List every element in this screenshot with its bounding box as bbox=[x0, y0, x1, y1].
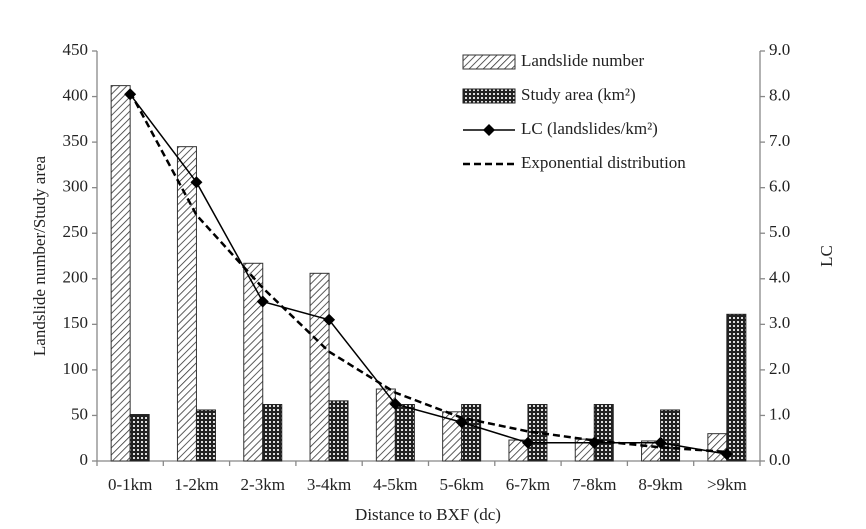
x-tick-label: 1-2km bbox=[174, 475, 218, 494]
y2-tick-label: 7.0 bbox=[769, 131, 790, 150]
bar bbox=[394, 404, 415, 462]
x-tick-label: 6-7km bbox=[506, 475, 550, 494]
legend-label: Study area (km²) bbox=[521, 85, 636, 104]
x-tick-label: 4-5km bbox=[373, 475, 417, 494]
y-tick-label: 450 bbox=[63, 40, 89, 59]
x-axis-label: Distance to BXF (dc) bbox=[355, 505, 501, 524]
y2-tick-label: 0.0 bbox=[769, 450, 790, 469]
y-tick-label: 350 bbox=[63, 131, 89, 150]
x-tick-label: 2-3km bbox=[241, 475, 285, 494]
x-tick-label: 7-8km bbox=[572, 475, 616, 494]
y-tick-label: 250 bbox=[63, 222, 89, 241]
marker bbox=[389, 398, 402, 411]
legend-swatch bbox=[462, 54, 516, 70]
bar bbox=[262, 404, 283, 462]
marker bbox=[190, 176, 203, 189]
marker bbox=[256, 295, 269, 308]
y2-tick-label: 3.0 bbox=[769, 313, 790, 332]
bar bbox=[110, 85, 131, 462]
bar bbox=[309, 272, 330, 462]
bar bbox=[328, 400, 349, 462]
bar bbox=[461, 404, 482, 462]
marker bbox=[521, 436, 534, 449]
bar bbox=[243, 262, 264, 462]
y-tick-label: 50 bbox=[71, 404, 88, 423]
bar bbox=[129, 414, 150, 462]
y2-tick-label: 4.0 bbox=[769, 268, 790, 287]
legend-swatch bbox=[462, 88, 516, 104]
bar bbox=[660, 409, 681, 462]
bar bbox=[726, 313, 747, 462]
legend-label: Landslide number bbox=[521, 51, 645, 70]
dashed-line bbox=[129, 91, 727, 454]
y2-tick-label: 1.0 bbox=[769, 404, 790, 423]
x-tick-label: >9km bbox=[707, 475, 747, 494]
marker bbox=[455, 416, 468, 429]
y-tick-label: 0 bbox=[80, 450, 89, 469]
y-tick-label: 400 bbox=[63, 85, 89, 104]
x-tick-label: 0-1km bbox=[108, 475, 152, 494]
y-tick-label: 200 bbox=[63, 268, 89, 287]
marker bbox=[323, 313, 336, 326]
bar bbox=[176, 146, 197, 462]
y-tick-label: 100 bbox=[63, 359, 89, 378]
y2-tick-label: 6.0 bbox=[769, 177, 790, 196]
x-tick-label: 8-9km bbox=[638, 475, 682, 494]
y2-axis-label: LC bbox=[817, 245, 836, 267]
y2-tick-label: 5.0 bbox=[769, 222, 790, 241]
bar bbox=[195, 409, 216, 462]
bar bbox=[593, 404, 614, 462]
legend-label: Exponential distribution bbox=[521, 153, 686, 172]
y-tick-label: 300 bbox=[63, 177, 89, 196]
line bbox=[129, 93, 727, 455]
y2-tick-label: 2.0 bbox=[769, 359, 790, 378]
y2-tick-label: 9.0 bbox=[769, 40, 790, 59]
y2-tick-label: 8.0 bbox=[769, 85, 790, 104]
x-tick-label: 3-4km bbox=[307, 475, 351, 494]
y-axis-label: Landslide number/Study area bbox=[30, 155, 49, 356]
legend-label: LC (landslides/km²) bbox=[521, 119, 658, 138]
legend-marker bbox=[483, 124, 495, 136]
x-tick-label: 5-6km bbox=[439, 475, 483, 494]
y-tick-label: 150 bbox=[63, 313, 89, 332]
